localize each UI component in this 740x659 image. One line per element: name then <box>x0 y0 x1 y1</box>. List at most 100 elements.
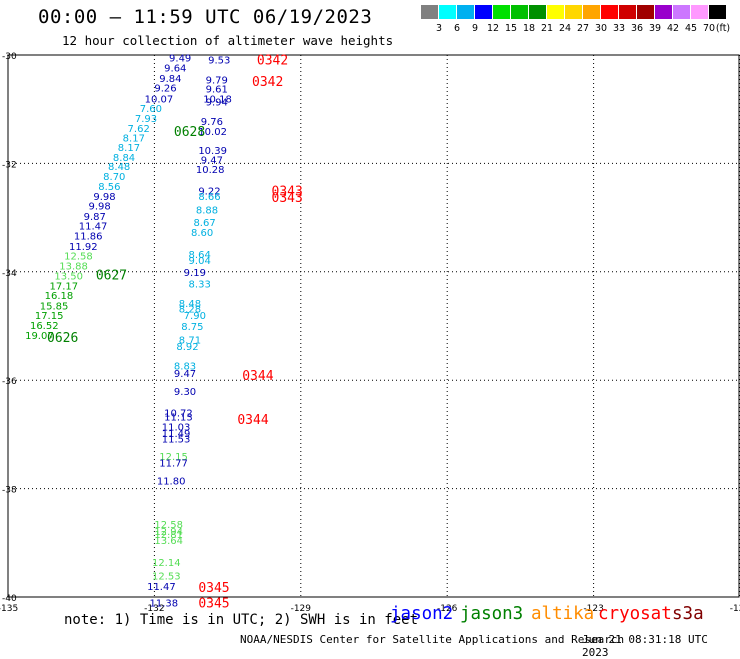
legend-label: 15 <box>504 23 518 34</box>
legend-swatch <box>475 5 492 19</box>
pass-time-label: 0345 <box>198 581 229 596</box>
legend-swatch <box>421 5 438 19</box>
wave-height-value: 8.67 <box>193 218 215 229</box>
wave-height-value: 11.03 <box>162 422 191 433</box>
wave-height-value: 10.28 <box>196 165 225 176</box>
satellite-name: jason2 <box>390 604 454 624</box>
legend-label: 42 <box>666 23 680 34</box>
pass-time-label: 0628 <box>174 125 205 140</box>
wave-height-value: 8.48 <box>108 162 130 173</box>
legend-swatch <box>439 5 456 19</box>
wave-height-value: 11.92 <box>69 242 98 253</box>
wave-height-value: 9.64 <box>164 63 186 74</box>
wave-height-value: 7.62 <box>128 124 150 135</box>
legend-label: 6 <box>453 23 461 34</box>
wave-height-value: 17.17 <box>49 281 78 292</box>
map-frame <box>7 54 740 598</box>
legend-swatch <box>709 5 726 19</box>
page-subtitle: 12 hour collection of altimeter wave hei… <box>62 33 394 48</box>
wave-height-value: 9.98 <box>89 202 111 213</box>
lon-tick-label: -129 <box>291 604 312 614</box>
legend-swatch <box>691 5 708 19</box>
lat-tick-label: -34 <box>2 269 17 279</box>
wave-height-value: 9.47 <box>201 156 223 167</box>
wave-height-value: 8.83 <box>174 362 196 373</box>
wave-height-value: 8.92 <box>176 342 198 353</box>
satellite-name: cryosat <box>598 604 672 624</box>
wave-height-value: 9.53 <box>208 55 230 66</box>
lat-tick-label: -30 <box>2 52 17 62</box>
satellite-name: s3a <box>672 604 704 624</box>
wave-height-value: 10.02 <box>198 127 227 138</box>
legend-swatch <box>637 5 654 19</box>
wave-height-value: 8.48 <box>179 299 201 310</box>
legend-label: 36 <box>630 23 644 34</box>
legend-swatch <box>601 5 618 19</box>
wave-height-value: 13.88 <box>59 261 88 272</box>
wave-height-value: 8.75 <box>181 322 203 333</box>
wave-height-value: 11.80 <box>157 476 186 487</box>
wave-height-value: 16.18 <box>45 291 74 302</box>
wave-height-value: 11.77 <box>159 459 188 470</box>
legend-label: 33 <box>612 23 626 34</box>
wave-height-value: 11.13 <box>164 413 193 424</box>
wave-height-value: 7.93 <box>135 114 157 125</box>
wave-height-value: 9.61 <box>206 85 228 96</box>
legend-label: 39 <box>648 23 662 34</box>
wave-height-value: 8.28 <box>179 305 201 316</box>
wave-height-value: 10.39 <box>198 146 227 157</box>
lat-tick-label: -36 <box>2 377 17 387</box>
legend-swatch <box>547 5 564 19</box>
wave-height-value: 7.60 <box>140 104 162 115</box>
wave-height-value: 8.17 <box>118 143 140 154</box>
lon-tick-label: -120 <box>730 604 740 614</box>
legend-label: 70 <box>702 23 716 34</box>
wave-height-value: 10.72 <box>164 409 193 420</box>
wave-height-value: 11.53 <box>162 435 191 446</box>
wave-height-value: 9.76 <box>201 117 223 128</box>
wave-height-value: 12.58 <box>64 252 93 263</box>
wave-height-value: 9.87 <box>84 212 106 223</box>
lon-tick-label: -135 <box>0 604 18 614</box>
wave-height-value: 8.17 <box>123 133 145 144</box>
wave-height-value: 9.47 <box>174 369 196 380</box>
wave-height-value: 11.38 <box>150 598 179 609</box>
lon-tick-label: -132 <box>144 604 164 614</box>
pass-time-label: 0345 <box>198 596 229 611</box>
wave-height-value: 8.60 <box>191 228 213 239</box>
credit-text: NOAA/NESDIS Center for Satellite Applica… <box>240 633 625 646</box>
legend-swatch <box>511 5 528 19</box>
wave-height-value: 19.07 <box>25 331 54 342</box>
wave-height-value: 11.86 <box>74 231 103 242</box>
satellite-name: jason3 <box>460 604 524 624</box>
pass-time-label: 0342 <box>252 75 283 90</box>
generation-timestamp: Jun 21 08:31:18 UTC 2023 <box>582 633 708 659</box>
wave-height-value: 13.64 <box>154 536 183 547</box>
pass-time-label: 0626 <box>47 331 78 346</box>
wave-height-value: 12.94 <box>154 527 183 538</box>
wave-height-value: 10.18 <box>203 94 232 105</box>
wave-height-value: 8.33 <box>189 280 211 291</box>
legend-swatch <box>493 5 510 19</box>
wave-height-value: 9.04 <box>189 256 211 267</box>
pass-time-label: 0344 <box>242 369 273 384</box>
wave-height-value: 12.14 <box>152 558 181 569</box>
wave-height-value: 10.07 <box>145 94 174 105</box>
wave-height-value: 12.81 <box>154 530 183 541</box>
pass-time-label: 0344 <box>237 413 268 428</box>
wave-height-value: 11.49 <box>162 429 191 440</box>
wave-height-value: 13.50 <box>54 272 83 283</box>
wave-height-value: 12.15 <box>159 452 188 463</box>
wave-height-value: 11.47 <box>79 222 108 233</box>
wave-height-value: 7.90 <box>184 311 206 322</box>
legend-label: 18 <box>522 23 536 34</box>
lat-tick-label: -32 <box>2 160 17 170</box>
wave-height-value: 9.30 <box>174 387 196 398</box>
wave-height-value: 8.64 <box>189 250 211 261</box>
wave-height-value: 8.84 <box>113 153 135 164</box>
legend-label: 27 <box>576 23 590 34</box>
wave-height-value: 9.98 <box>93 192 115 203</box>
legend-swatch <box>583 5 600 19</box>
legend-swatch <box>565 5 582 19</box>
